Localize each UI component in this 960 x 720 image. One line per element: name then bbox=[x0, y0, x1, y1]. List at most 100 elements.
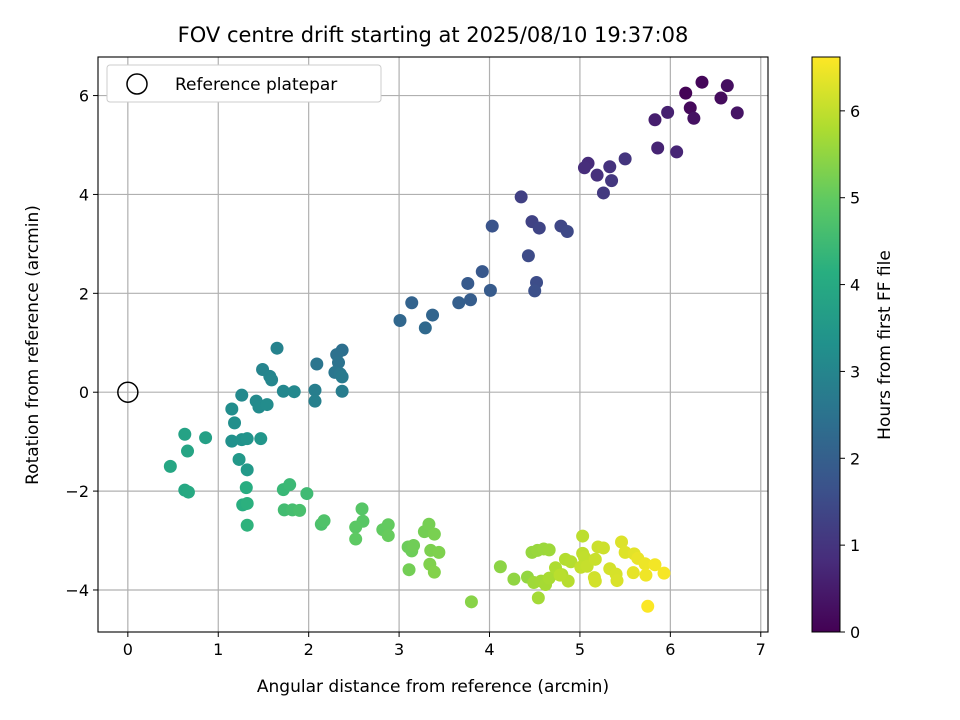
data-point bbox=[714, 91, 728, 105]
data-point bbox=[661, 105, 675, 119]
legend-marker-icon bbox=[126, 73, 148, 95]
data-point bbox=[657, 566, 671, 580]
data-point bbox=[514, 190, 528, 204]
data-point bbox=[393, 314, 407, 328]
colorbar-tick-label: 5 bbox=[850, 189, 860, 208]
data-point bbox=[402, 563, 416, 577]
grid bbox=[98, 57, 768, 632]
data-point bbox=[381, 518, 395, 532]
data-point bbox=[235, 388, 249, 402]
data-points bbox=[163, 75, 744, 613]
data-point bbox=[426, 308, 440, 322]
legend: Reference platepar bbox=[106, 64, 382, 103]
legend-box bbox=[106, 64, 382, 103]
data-point bbox=[232, 452, 246, 466]
data-point bbox=[683, 101, 697, 115]
axis-ticks: 0 1 2 3 4 5 6 7 −4 −2 0 2 4 6 bbox=[65, 87, 765, 659]
data-point bbox=[349, 532, 363, 546]
data-point bbox=[679, 86, 693, 100]
data-point bbox=[427, 565, 441, 579]
data-point bbox=[542, 543, 556, 557]
x-tick-label: 6 bbox=[665, 640, 675, 659]
data-point bbox=[618, 152, 632, 166]
data-point bbox=[720, 79, 734, 93]
x-tick-label: 1 bbox=[213, 640, 223, 659]
data-point bbox=[163, 459, 177, 473]
y-tick-label: 6 bbox=[79, 87, 89, 106]
data-point bbox=[588, 552, 602, 566]
x-tick-label: 7 bbox=[756, 640, 766, 659]
data-point bbox=[265, 373, 279, 387]
data-point bbox=[564, 555, 578, 569]
data-point bbox=[603, 160, 617, 174]
colorbar-tick-label: 0 bbox=[850, 623, 860, 642]
data-point bbox=[225, 402, 239, 416]
data-point bbox=[310, 357, 324, 371]
data-point bbox=[528, 284, 542, 298]
y-tick-label: 4 bbox=[79, 185, 89, 204]
data-point bbox=[588, 574, 602, 588]
x-tick-label: 5 bbox=[575, 640, 585, 659]
data-point bbox=[577, 161, 591, 175]
data-point bbox=[181, 444, 195, 458]
y-tick-label: −4 bbox=[65, 581, 89, 600]
data-point bbox=[300, 487, 314, 501]
y-axis-label: Rotation from reference (arcmin) bbox=[23, 205, 43, 485]
legend-label: Reference platepar bbox=[175, 75, 337, 95]
data-point bbox=[483, 283, 497, 297]
data-point bbox=[178, 427, 192, 441]
data-point bbox=[670, 145, 684, 159]
data-point bbox=[276, 384, 290, 398]
data-point bbox=[405, 296, 419, 310]
data-point bbox=[349, 520, 363, 534]
data-point bbox=[308, 394, 322, 408]
data-point bbox=[228, 416, 242, 430]
data-point bbox=[283, 478, 297, 492]
colorbar-label: Hours from first FF file bbox=[875, 250, 895, 440]
plot-frame bbox=[97, 56, 769, 633]
data-point bbox=[531, 591, 545, 605]
data-point bbox=[639, 568, 653, 582]
data-point bbox=[287, 385, 301, 399]
data-point bbox=[240, 432, 254, 446]
data-point bbox=[464, 293, 478, 307]
colorbar: 0 1 2 3 4 5 6 Hours from first FF file bbox=[811, 56, 895, 642]
data-point bbox=[381, 529, 395, 543]
data-point bbox=[687, 111, 701, 125]
colorbar-tick-label: 3 bbox=[850, 362, 860, 381]
data-point bbox=[576, 529, 590, 543]
data-point bbox=[181, 485, 195, 499]
x-tick-label: 4 bbox=[484, 640, 494, 659]
data-point bbox=[293, 503, 307, 517]
colorbar-tick-label: 6 bbox=[850, 102, 860, 121]
colorbar-tick-label: 1 bbox=[850, 536, 860, 555]
data-point bbox=[240, 518, 254, 532]
data-point bbox=[461, 276, 475, 290]
data-point bbox=[485, 219, 499, 233]
data-point bbox=[615, 535, 629, 549]
x-tick-label: 0 bbox=[123, 640, 133, 659]
data-point bbox=[254, 432, 268, 446]
data-point bbox=[270, 341, 284, 355]
data-point bbox=[590, 168, 604, 182]
data-point bbox=[317, 514, 331, 528]
data-point bbox=[638, 557, 652, 571]
data-point bbox=[422, 517, 436, 531]
x-tick-label: 3 bbox=[394, 640, 404, 659]
data-point bbox=[475, 265, 489, 279]
data-point bbox=[641, 599, 655, 613]
colorbar-gradient bbox=[811, 56, 841, 633]
data-point bbox=[626, 566, 640, 580]
data-point bbox=[648, 113, 662, 127]
data-point bbox=[507, 572, 521, 586]
colorbar-tick-label: 4 bbox=[850, 276, 860, 295]
data-point bbox=[560, 225, 574, 239]
data-point bbox=[730, 106, 744, 120]
data-point bbox=[418, 321, 432, 335]
data-point bbox=[695, 75, 709, 89]
data-point bbox=[407, 538, 421, 552]
data-point bbox=[521, 249, 535, 263]
y-tick-label: 0 bbox=[79, 383, 89, 402]
x-tick-label: 2 bbox=[304, 640, 314, 659]
